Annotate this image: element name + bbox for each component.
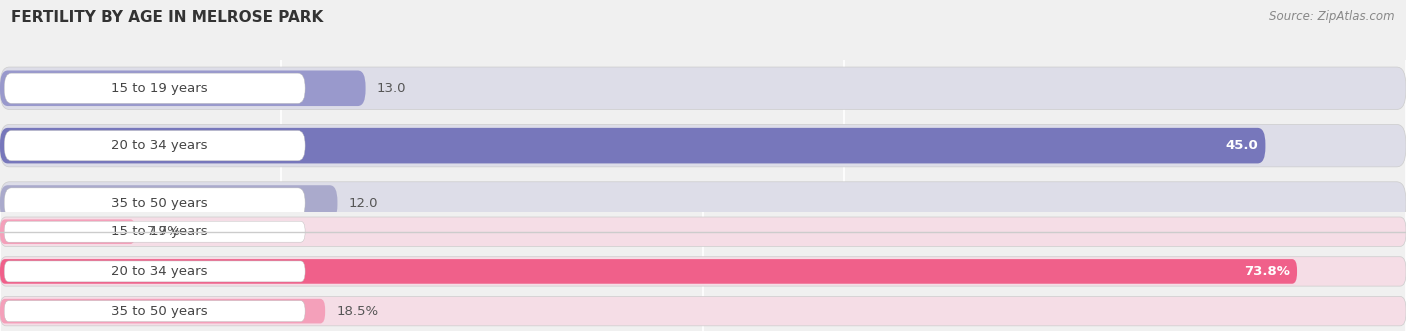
FancyBboxPatch shape (4, 221, 305, 242)
FancyBboxPatch shape (0, 297, 1406, 326)
Text: 35 to 50 years: 35 to 50 years (111, 197, 207, 210)
FancyBboxPatch shape (4, 261, 305, 282)
FancyBboxPatch shape (0, 299, 325, 323)
FancyBboxPatch shape (0, 124, 1406, 167)
Text: 12.0: 12.0 (349, 197, 378, 210)
Text: 15 to 19 years: 15 to 19 years (111, 82, 207, 95)
FancyBboxPatch shape (0, 71, 366, 106)
FancyBboxPatch shape (0, 259, 1296, 284)
Text: 13.0: 13.0 (377, 82, 406, 95)
FancyBboxPatch shape (4, 73, 305, 103)
Text: 73.8%: 73.8% (1244, 265, 1291, 278)
Text: 20 to 34 years: 20 to 34 years (111, 265, 207, 278)
Text: Source: ZipAtlas.com: Source: ZipAtlas.com (1270, 10, 1395, 23)
FancyBboxPatch shape (0, 182, 1406, 224)
Text: 35 to 50 years: 35 to 50 years (111, 305, 207, 318)
Text: 18.5%: 18.5% (336, 305, 378, 318)
Text: 45.0: 45.0 (1226, 139, 1258, 152)
FancyBboxPatch shape (0, 219, 135, 244)
FancyBboxPatch shape (0, 257, 1406, 286)
FancyBboxPatch shape (4, 188, 305, 218)
FancyBboxPatch shape (0, 185, 337, 221)
Text: 7.7%: 7.7% (146, 225, 180, 238)
FancyBboxPatch shape (0, 217, 1406, 246)
Text: 20 to 34 years: 20 to 34 years (111, 139, 207, 152)
Text: FERTILITY BY AGE IN MELROSE PARK: FERTILITY BY AGE IN MELROSE PARK (11, 10, 323, 25)
FancyBboxPatch shape (4, 301, 305, 322)
FancyBboxPatch shape (0, 67, 1406, 110)
Text: 15 to 19 years: 15 to 19 years (111, 225, 207, 238)
FancyBboxPatch shape (4, 130, 305, 161)
FancyBboxPatch shape (0, 128, 1265, 164)
